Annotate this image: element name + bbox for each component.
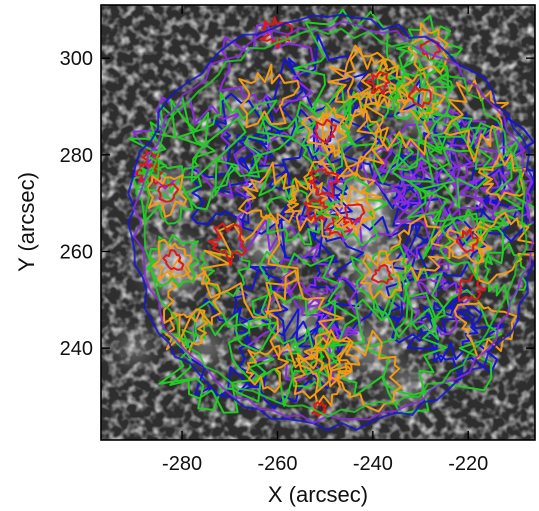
contour-line xyxy=(238,63,300,129)
contour-line xyxy=(176,91,293,197)
contour-line xyxy=(344,46,398,106)
contour-line xyxy=(406,304,505,381)
y-tick-label: 280 xyxy=(60,145,93,167)
contour-line xyxy=(325,212,352,238)
contour-line xyxy=(238,307,329,410)
contour-line xyxy=(360,250,403,300)
contour-line xyxy=(350,245,411,318)
contour-line xyxy=(303,336,361,388)
contour-line xyxy=(370,264,394,285)
plot-frame xyxy=(100,4,536,441)
contour-line xyxy=(293,346,353,407)
contour-line xyxy=(164,308,208,356)
x-axis-ticks: -280 -260 -240 -220 xyxy=(162,5,488,475)
contour-line xyxy=(291,98,357,172)
contour-line xyxy=(307,168,341,199)
contour-line xyxy=(152,238,193,282)
contour-line xyxy=(407,84,432,109)
contour-line xyxy=(410,110,500,191)
contour-line xyxy=(316,175,388,247)
contour-line xyxy=(284,175,330,232)
contour-line xyxy=(238,161,297,225)
contour-line xyxy=(438,208,504,281)
contour-line xyxy=(365,70,391,95)
contour-line xyxy=(314,118,337,144)
contour-line xyxy=(372,102,535,247)
contour-line xyxy=(478,152,526,201)
contour-line xyxy=(132,20,535,424)
contour-line xyxy=(200,214,300,319)
x-tick-label: -260 xyxy=(257,453,297,475)
contour-line xyxy=(391,109,492,209)
contour-line xyxy=(344,203,366,225)
contour-line xyxy=(347,62,473,184)
contour-line xyxy=(380,214,451,281)
contour-line xyxy=(467,211,535,285)
contour-line xyxy=(228,288,340,407)
contour-line xyxy=(390,148,484,251)
contour-line xyxy=(455,228,479,254)
contour-line xyxy=(407,22,449,75)
x-tick-label: -280 xyxy=(162,453,202,475)
contour-line xyxy=(453,301,518,360)
contour-lines xyxy=(127,8,535,432)
contour-line xyxy=(284,327,341,389)
contour-line xyxy=(304,197,329,222)
contour-line xyxy=(327,161,413,251)
contour-line xyxy=(363,86,439,156)
y-tick-label: 300 xyxy=(60,48,93,70)
contour-line xyxy=(157,182,180,203)
contour-line xyxy=(145,233,200,288)
y-tick-label: 260 xyxy=(60,242,93,264)
contour-line xyxy=(443,79,509,163)
contour-line xyxy=(301,107,348,155)
x-tick-label: -220 xyxy=(448,453,488,475)
contour-line xyxy=(264,269,344,369)
x-axis-title: X (arcsec) xyxy=(268,482,368,507)
contour-line xyxy=(163,257,222,343)
contour-line xyxy=(245,344,289,393)
contour-line xyxy=(128,95,216,194)
y-tick-label: 240 xyxy=(60,338,93,360)
contour-line xyxy=(143,27,528,418)
contour-line xyxy=(135,158,203,225)
contour-line xyxy=(189,156,255,226)
contour-line xyxy=(331,185,376,236)
contour-line xyxy=(277,243,332,295)
contour-line xyxy=(146,174,188,218)
contour-line xyxy=(362,288,503,396)
solar-intensity-image xyxy=(101,5,535,440)
contour-line xyxy=(301,277,365,342)
contour-line xyxy=(359,59,413,110)
contour-line xyxy=(406,118,523,260)
contour-line xyxy=(308,216,432,354)
y-axis-title: Y (arcsec) xyxy=(14,172,39,272)
contour-line xyxy=(169,311,275,411)
contour-line xyxy=(207,222,248,267)
y-axis-ticks: 240 260 280 300 xyxy=(60,48,535,360)
contour-line xyxy=(127,13,535,432)
x-tick-label: -240 xyxy=(353,453,393,475)
contour-line xyxy=(329,329,403,413)
contour-line xyxy=(162,249,185,271)
